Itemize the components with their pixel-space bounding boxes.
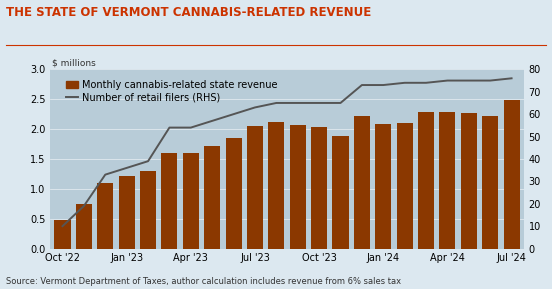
Bar bbox=[311, 127, 327, 249]
Bar bbox=[204, 146, 220, 249]
Bar bbox=[119, 176, 135, 249]
Bar bbox=[461, 113, 477, 249]
Bar bbox=[503, 100, 519, 249]
Bar bbox=[161, 153, 177, 249]
Legend: Monthly cannabis-related state revenue, Number of retail filers (RHS): Monthly cannabis-related state revenue, … bbox=[64, 78, 279, 105]
Bar bbox=[97, 183, 113, 249]
Text: THE STATE OF VERMONT CANNABIS-RELATED REVENUE: THE STATE OF VERMONT CANNABIS-RELATED RE… bbox=[6, 6, 371, 19]
Bar bbox=[397, 123, 413, 249]
Text: $ millions: $ millions bbox=[52, 59, 96, 68]
Bar bbox=[183, 153, 199, 249]
Bar bbox=[76, 204, 92, 249]
Bar bbox=[418, 112, 434, 249]
Bar bbox=[226, 138, 242, 249]
Bar bbox=[247, 126, 263, 249]
Bar bbox=[268, 122, 284, 249]
Bar bbox=[290, 125, 306, 249]
Bar bbox=[332, 136, 348, 249]
Bar bbox=[55, 221, 71, 249]
Bar bbox=[140, 171, 156, 249]
Bar bbox=[482, 116, 498, 249]
Bar bbox=[439, 112, 455, 249]
Text: Source: Vermont Department of Taxes, author calculation includes revenue from 6%: Source: Vermont Department of Taxes, aut… bbox=[6, 277, 401, 286]
Bar bbox=[354, 116, 370, 249]
Bar bbox=[375, 124, 391, 249]
